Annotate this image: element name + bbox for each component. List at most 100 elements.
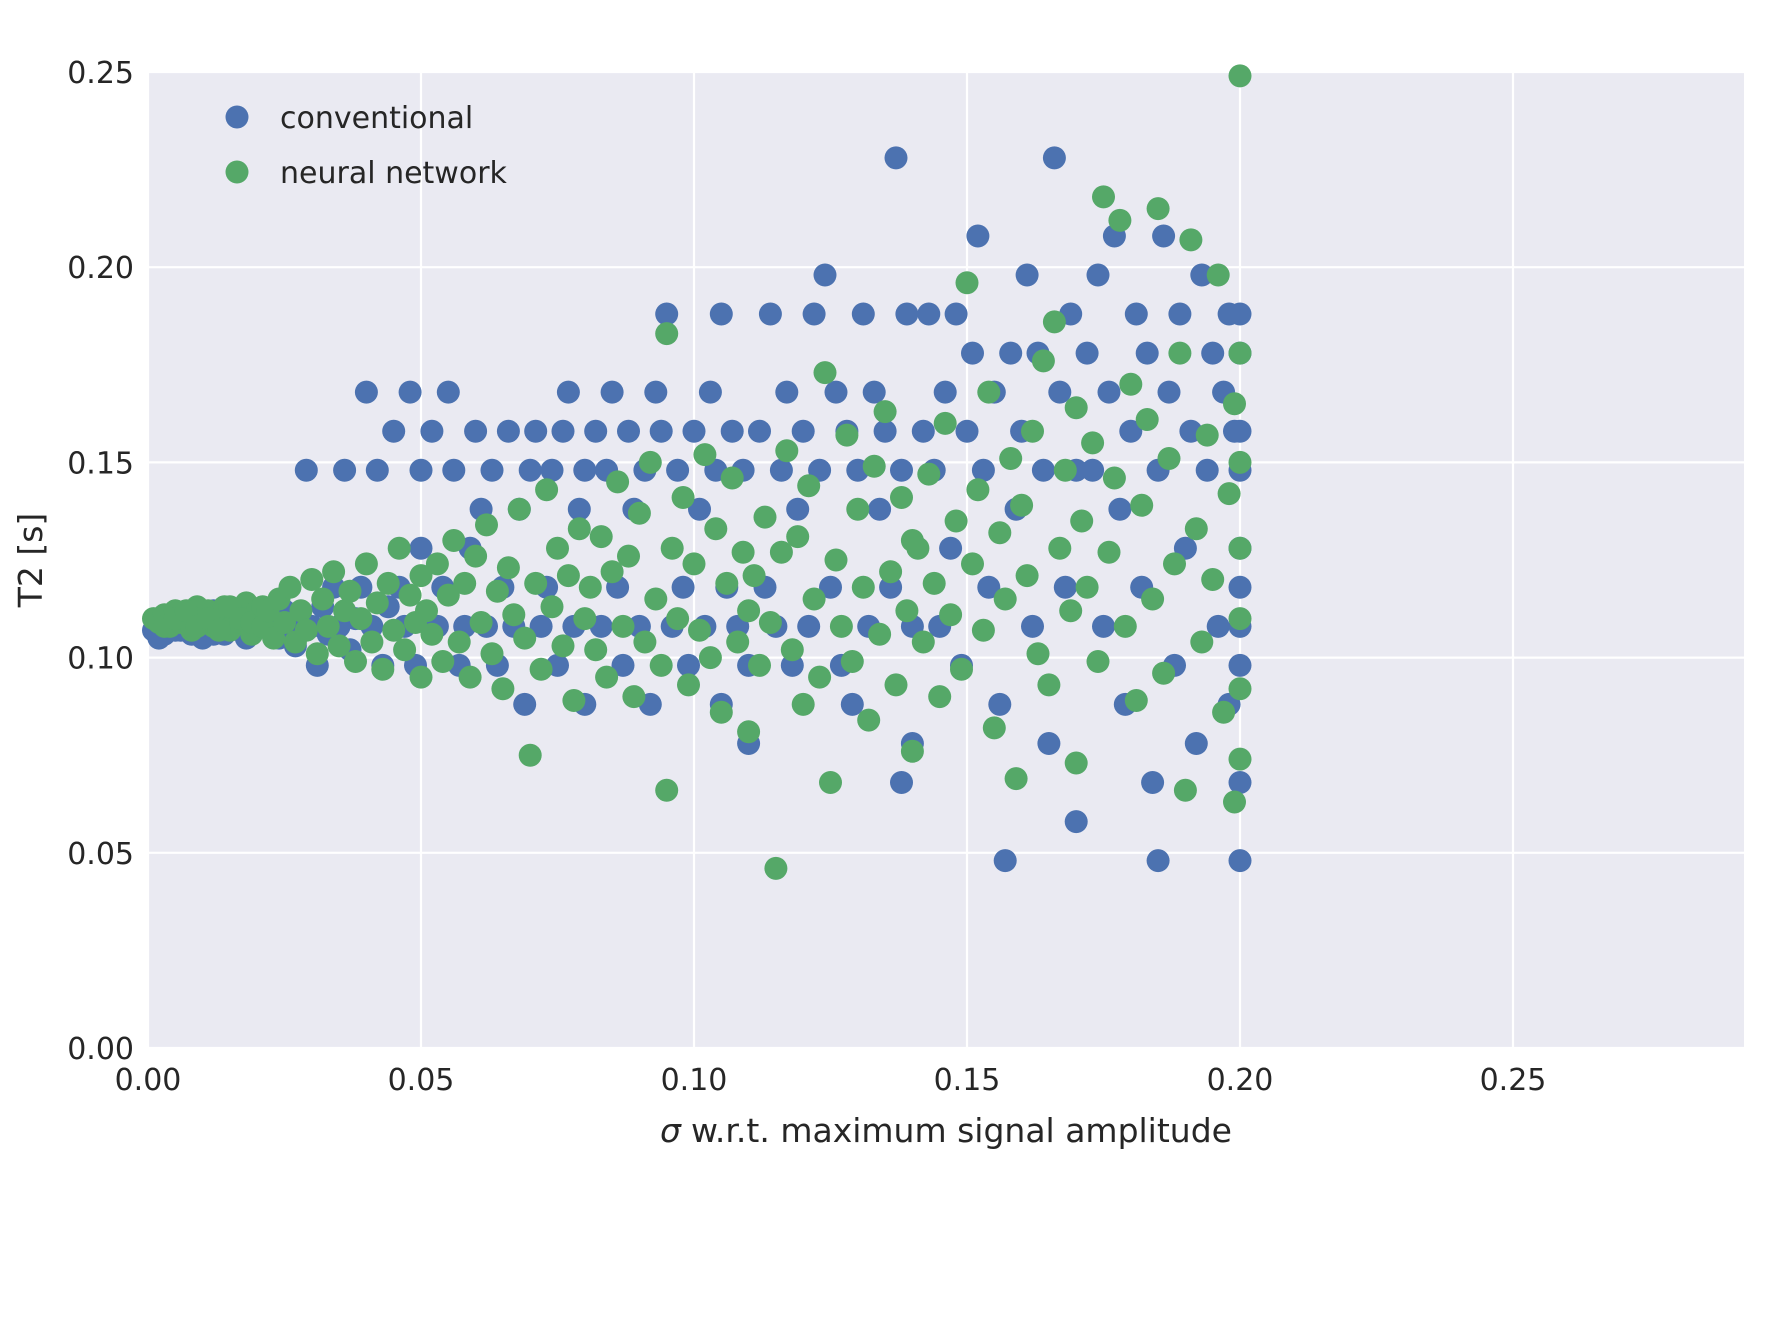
data-point-neural-network <box>617 544 640 568</box>
data-point-neural-network <box>1184 517 1208 541</box>
data-point-neural-network <box>491 677 515 701</box>
data-point-neural-network <box>819 771 842 794</box>
data-point-conventional <box>802 302 826 326</box>
data-point-neural-network <box>682 552 706 576</box>
data-point-neural-network <box>1195 423 1219 447</box>
data-point-neural-network <box>1179 228 1203 252</box>
data-point-neural-network <box>873 400 897 424</box>
data-point-neural-network <box>649 653 673 677</box>
data-point-neural-network <box>611 614 635 638</box>
data-point-neural-network <box>1102 466 1126 490</box>
data-point-neural-network <box>1031 349 1055 373</box>
data-point-conventional <box>786 497 810 521</box>
data-point-conventional <box>436 380 460 404</box>
data-point-neural-network <box>551 634 575 658</box>
data-point-neural-network <box>1163 552 1186 576</box>
data-point-neural-network <box>758 611 782 634</box>
data-point-neural-network <box>289 599 313 623</box>
data-point-conventional <box>939 536 963 560</box>
data-point-neural-network <box>420 622 444 646</box>
data-point-conventional <box>819 575 842 599</box>
data-point-conventional <box>382 419 406 443</box>
data-point-neural-network <box>1053 458 1077 482</box>
data-point-neural-network <box>453 571 477 595</box>
data-point-conventional <box>1097 380 1121 404</box>
data-point-conventional <box>890 458 913 482</box>
data-point-neural-network <box>993 587 1017 611</box>
data-points <box>142 64 1252 880</box>
data-point-neural-network <box>316 614 340 638</box>
legend-marker-conventional <box>225 105 249 129</box>
data-point-conventional <box>567 497 591 521</box>
data-point-neural-network <box>1092 185 1115 209</box>
data-point-neural-network <box>1130 493 1154 517</box>
data-point-conventional <box>720 419 744 443</box>
data-point-neural-network <box>1173 778 1197 802</box>
data-point-neural-network <box>578 575 602 599</box>
data-point-neural-network <box>524 571 548 595</box>
data-point-neural-network <box>529 657 553 681</box>
data-point-conventional <box>1042 146 1066 170</box>
data-point-neural-network <box>906 536 930 560</box>
data-point-neural-network <box>895 599 919 623</box>
data-point-conventional <box>791 419 815 443</box>
data-point-neural-network <box>737 599 761 623</box>
data-point-neural-network <box>294 618 318 642</box>
data-point-neural-network <box>540 595 564 619</box>
data-point-conventional <box>1031 458 1055 482</box>
data-point-conventional <box>1081 458 1105 482</box>
data-point-neural-network <box>917 462 941 486</box>
data-point-neural-network <box>1228 747 1252 771</box>
data-point-conventional <box>611 653 635 677</box>
data-point-neural-network <box>786 525 810 549</box>
data-point-conventional <box>890 771 913 794</box>
data-point-neural-network <box>748 653 771 677</box>
data-point-conventional <box>540 458 564 482</box>
data-point-neural-network <box>606 470 630 494</box>
data-point-neural-network <box>1059 599 1083 623</box>
data-point-neural-network <box>971 618 995 642</box>
data-point-neural-network <box>677 673 700 697</box>
x-axis-label-text: w.r.t. maximum signal amplitude <box>691 1111 1232 1150</box>
data-point-conventional <box>1048 380 1072 404</box>
data-point-conventional <box>529 614 553 638</box>
data-point-conventional <box>1075 341 1099 365</box>
data-point-neural-network <box>638 450 662 474</box>
data-point-neural-network <box>988 521 1012 545</box>
data-point-conventional <box>1228 419 1252 443</box>
data-point-neural-network <box>431 650 455 673</box>
data-point-conventional <box>1021 614 1044 638</box>
data-point-conventional <box>1201 341 1225 365</box>
data-point-neural-network <box>1070 509 1094 533</box>
data-point-neural-network <box>742 564 766 588</box>
x-tick-label: 0.00 <box>115 1063 182 1098</box>
data-point-conventional <box>1015 263 1039 287</box>
data-point-conventional <box>884 146 908 170</box>
data-point-neural-network <box>1081 431 1105 455</box>
data-point-conventional <box>1053 575 1077 599</box>
data-point-conventional <box>999 341 1023 365</box>
data-point-neural-network <box>1086 650 1110 673</box>
data-point-conventional <box>480 458 504 482</box>
data-point-conventional <box>1168 302 1192 326</box>
data-point-neural-network <box>633 630 657 654</box>
data-point-neural-network <box>436 583 460 607</box>
data-point-conventional <box>993 849 1017 873</box>
data-point-conventional <box>649 419 673 443</box>
data-point-neural-network <box>1212 700 1236 724</box>
data-point-conventional <box>513 692 537 716</box>
data-point-neural-network <box>829 614 853 638</box>
data-point-conventional <box>988 692 1012 716</box>
data-point-neural-network <box>671 486 695 509</box>
data-point-conventional <box>1141 771 1165 794</box>
data-point-neural-network <box>704 517 728 541</box>
data-point-neural-network <box>753 505 777 529</box>
data-point-neural-network <box>387 536 411 560</box>
data-point-neural-network <box>584 638 608 662</box>
data-point-neural-network <box>939 603 963 627</box>
data-point-conventional <box>354 380 378 404</box>
data-point-neural-network <box>655 778 679 802</box>
sigma-symbol: σ <box>660 1111 682 1150</box>
data-point-conventional <box>644 380 668 404</box>
data-point-neural-network <box>660 536 684 560</box>
